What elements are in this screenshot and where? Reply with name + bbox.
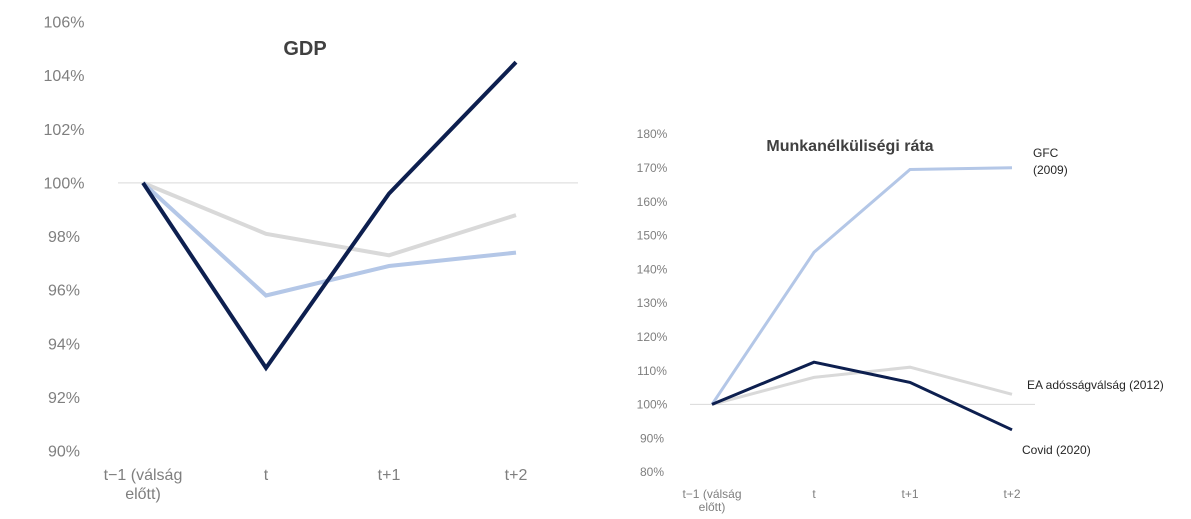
unemp-ytick-label: 180% — [637, 127, 668, 141]
gdp-ytick-label: 100% — [44, 175, 85, 192]
unemp-series-label: EA adósságválság (2012) — [1027, 378, 1164, 392]
gdp-ytick-label: 102% — [44, 122, 85, 139]
gdp-chart: 90% 92% 94% 96% 98% 100% 102% 104% 106% t−1 (váls… — [44, 15, 578, 503]
gdp-ytick-label: 106% — [44, 15, 85, 32]
unemp-ytick-label: 170% — [637, 161, 668, 175]
gdp-series-line-3 — [141, 60, 518, 372]
gdp-ytick-label: 104% — [44, 68, 85, 85]
unemp-xtick-label: t+2 — [1003, 487, 1020, 501]
gdp-ytick-label: 94% — [48, 336, 80, 353]
gdp-xtick-label: t — [264, 467, 269, 484]
unemp-ytick-label: 160% — [637, 195, 668, 209]
gdp-ytick-label: 96% — [48, 283, 80, 300]
unemp-ytick-label: 150% — [637, 229, 668, 243]
unemp-series-label: GFC (2009) — [1033, 146, 1068, 177]
gdp-ytick-label: 92% — [48, 390, 80, 407]
unemp-ytick-label: 130% — [637, 296, 668, 310]
gdp-xtick-label: t+2 — [505, 467, 528, 484]
gdp-ytick-label: 90% — [48, 444, 80, 461]
unemp-ytick-label: 120% — [637, 330, 668, 344]
unemp-chart-title: Munkanélküliségi ráta — [766, 138, 933, 155]
unemp-series-line-3 — [711, 360, 1013, 432]
unemployment-chart: 80% 90% 100% 110% 120% 130% 140% 150% 160% 170% 18… — [637, 127, 1164, 514]
unemp-xtick-label: t+1 — [901, 487, 918, 501]
gdp-ytick-label: 98% — [48, 229, 80, 246]
unemp-ytick-label: 80% — [640, 465, 664, 479]
unemp-series-label: Covid (2020) — [1022, 443, 1091, 457]
unemp-ytick-label: 140% — [637, 262, 668, 276]
unemp-xtick-label: t — [812, 487, 816, 501]
unemp-ytick-label: 110% — [637, 364, 667, 378]
unemp-ytick-label: 90% — [640, 431, 664, 445]
unemp-xtick-label: t−1 (válság előtt) — [682, 487, 741, 514]
unemp-series-line-1 — [710, 166, 1013, 406]
gdp-xtick-label: t+1 — [378, 467, 401, 484]
unemp-ytick-label: 100% — [637, 398, 668, 412]
gdp-xtick-label: t−1 (válság előtt) — [104, 467, 183, 503]
gdp-series-line-1 — [142, 181, 517, 258]
gdp-chart-title: GDP — [283, 38, 326, 60]
